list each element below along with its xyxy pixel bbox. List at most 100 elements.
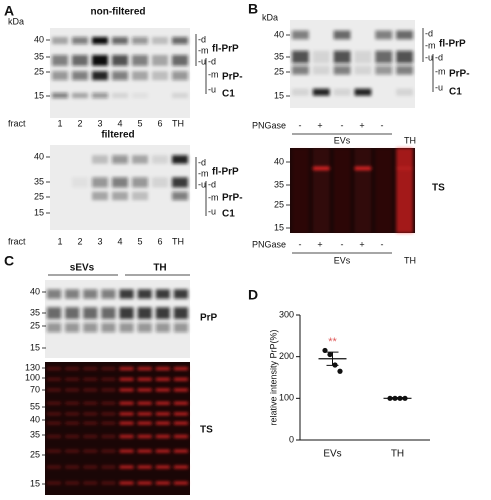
kda-marker: 40	[34, 34, 44, 44]
band-label: -d	[208, 179, 216, 189]
band-name: C1	[222, 209, 235, 220]
band-name: C1	[222, 89, 235, 100]
lane-label: 3	[97, 236, 102, 246]
band	[47, 401, 62, 405]
lane-label: 5	[137, 236, 142, 246]
band	[83, 401, 98, 405]
y-tick-label: 100	[279, 393, 294, 403]
panel-letter: D	[248, 287, 258, 303]
band	[152, 177, 168, 188]
treatment-sign: -	[299, 120, 302, 130]
band	[83, 465, 98, 469]
band	[137, 289, 152, 299]
kda-marker: 40	[34, 151, 44, 161]
band	[65, 377, 80, 381]
band	[112, 71, 128, 81]
band	[155, 289, 170, 299]
band	[155, 377, 170, 381]
band	[83, 412, 98, 416]
band	[132, 177, 148, 188]
band	[65, 412, 80, 416]
band	[101, 322, 116, 333]
kda-marker: 25	[30, 320, 40, 330]
band	[65, 367, 80, 370]
band	[132, 55, 148, 66]
band	[173, 465, 188, 469]
band	[137, 481, 152, 485]
band	[112, 37, 128, 45]
band	[292, 65, 309, 75]
band	[92, 71, 108, 81]
band	[354, 50, 372, 64]
band-label: -d	[435, 52, 443, 62]
band	[72, 55, 88, 66]
band	[173, 481, 188, 485]
lane-label: 3	[97, 118, 102, 128]
blot-bands	[47, 367, 188, 485]
band	[173, 449, 188, 453]
kda-marker: 40	[274, 29, 284, 39]
significance: **	[328, 336, 337, 348]
band	[375, 50, 393, 64]
band-name: fl-PrP	[439, 39, 466, 50]
blot-bands	[47, 289, 188, 333]
band-label: -u	[435, 82, 443, 92]
band	[173, 421, 188, 425]
band	[137, 449, 152, 453]
band	[137, 307, 152, 319]
kda-marker: 35	[34, 176, 44, 186]
kda-marker: 15	[30, 478, 40, 488]
band	[292, 50, 309, 64]
x-tick-label: TH	[391, 449, 404, 460]
treatment-sign: -	[341, 120, 344, 130]
band-label: -m	[435, 66, 446, 76]
band	[155, 401, 170, 405]
band	[65, 449, 80, 453]
band	[312, 88, 330, 96]
kda-marker: 35	[274, 179, 284, 189]
kda-marker: 100	[25, 372, 40, 382]
band-label: -m	[208, 69, 219, 79]
band	[312, 50, 330, 64]
blot-name: TS	[432, 183, 445, 194]
band	[137, 377, 152, 381]
blot-bands	[292, 30, 413, 96]
band	[137, 388, 152, 392]
treatment-sign: -	[299, 239, 302, 249]
blot-title: non-filtered	[91, 7, 146, 18]
band	[112, 55, 128, 66]
band	[47, 481, 62, 485]
treatment-sign: -	[341, 239, 344, 249]
band	[172, 155, 188, 164]
band	[47, 322, 62, 333]
band	[65, 289, 80, 299]
band	[65, 481, 80, 485]
band	[112, 177, 128, 188]
band	[396, 148, 413, 233]
band	[72, 177, 88, 188]
kda-marker: 35	[30, 307, 40, 317]
band	[173, 401, 188, 405]
band	[47, 367, 62, 370]
band	[101, 388, 116, 392]
lane-label: 6	[157, 118, 162, 128]
band-label: -u	[208, 206, 216, 216]
blot-name: TS	[200, 425, 213, 436]
y-tick-label: 200	[279, 351, 294, 361]
band	[47, 449, 62, 453]
band	[101, 289, 116, 299]
band	[52, 37, 68, 45]
band	[112, 155, 128, 164]
band-name: fl-PrP	[212, 167, 239, 178]
band	[83, 377, 98, 381]
band	[47, 289, 62, 299]
lane-label: 2	[77, 118, 82, 128]
treatment-sign: -	[381, 239, 384, 249]
band	[137, 367, 152, 370]
group-label: EVs	[334, 255, 351, 265]
y-axis-label: relative intensity PrP(%)	[268, 329, 278, 425]
band	[292, 30, 309, 40]
lane-label: 5	[137, 118, 142, 128]
band	[92, 191, 108, 201]
band	[173, 289, 188, 299]
